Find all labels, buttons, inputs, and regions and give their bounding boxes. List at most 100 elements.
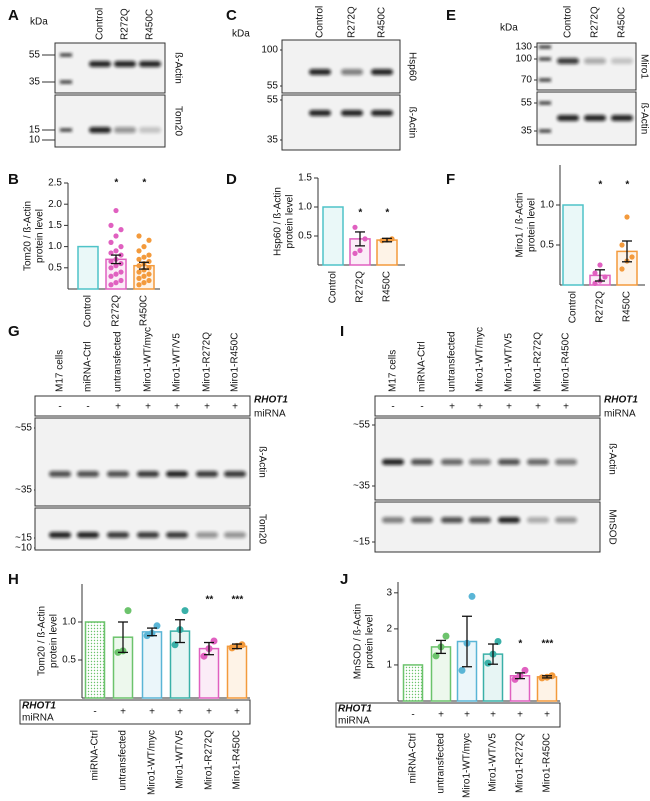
panel-letter: A	[8, 7, 19, 24]
data-point	[494, 638, 502, 645]
y-tick-label: 0.5	[298, 231, 312, 242]
rhot1-label: RHOT1	[604, 395, 638, 406]
lane-label: Control	[95, 8, 106, 40]
blot-label: Hsp60	[406, 52, 417, 81]
band	[309, 110, 331, 116]
band	[196, 532, 218, 538]
y-tick-label: 0.5	[48, 262, 62, 273]
x-tick-label: Miro1-WT/myc	[462, 733, 473, 798]
ladder-band	[60, 80, 72, 84]
sign: +	[234, 707, 240, 718]
sign: -	[93, 707, 96, 718]
data-point	[118, 244, 124, 250]
data-point	[141, 280, 147, 286]
data-point	[484, 659, 492, 667]
x-tick-label: R450C	[382, 271, 393, 302]
data-point	[136, 248, 142, 254]
data-point	[352, 250, 358, 256]
band	[137, 471, 159, 477]
band	[137, 532, 159, 538]
data-point	[108, 282, 114, 288]
band	[555, 517, 577, 523]
data-point	[181, 607, 189, 615]
data-point	[200, 652, 208, 660]
data-point	[597, 262, 603, 268]
lane-label: Control	[315, 6, 326, 38]
lane-label: Miro1-WT/myc	[143, 327, 154, 392]
lane-label: R450C	[145, 9, 156, 40]
bar	[402, 664, 424, 702]
sign: +	[517, 710, 523, 721]
band	[441, 459, 463, 465]
data-point	[108, 265, 114, 271]
lane-label: Miro1-WT/V5	[504, 333, 515, 392]
sign: +	[204, 402, 210, 413]
band	[196, 471, 218, 477]
y-axis-label: Hsp60 / ß-Actin	[273, 187, 284, 256]
lane-label: Miro1-WT/V5	[172, 333, 183, 392]
band	[382, 459, 404, 465]
data-point	[113, 271, 119, 277]
band	[341, 69, 363, 75]
band	[139, 61, 161, 67]
panel-letter: H	[8, 571, 19, 588]
band	[557, 115, 579, 121]
band	[611, 115, 633, 121]
data-point	[113, 207, 119, 214]
lane-label: R272Q	[347, 6, 358, 38]
band	[166, 532, 188, 538]
sign: +	[506, 402, 512, 413]
y-tick-label: 1.0	[298, 202, 312, 213]
marker-label: 10	[29, 135, 41, 146]
bar	[141, 631, 163, 699]
data-point	[124, 607, 132, 615]
marker-label: ~55	[353, 420, 370, 431]
data-point	[108, 258, 114, 265]
x-tick-label: Miro1-WT/myc	[147, 730, 158, 795]
x-tick-label: R272Q	[595, 291, 606, 323]
x-tick-label: miRNA-Ctrl	[408, 733, 419, 784]
band	[371, 69, 393, 75]
sign: +	[206, 707, 212, 718]
band	[114, 61, 136, 67]
lane-label: Miro1-R272Q	[202, 332, 213, 392]
band	[309, 69, 331, 75]
data-point	[238, 641, 246, 649]
sign: +	[438, 710, 444, 721]
sign-row	[34, 395, 251, 417]
significance: *	[518, 639, 523, 650]
band	[107, 532, 129, 538]
data-point	[113, 263, 119, 269]
data-point	[141, 254, 147, 260]
band	[371, 110, 393, 116]
band	[49, 532, 71, 538]
sign: +	[115, 402, 121, 413]
data-point	[146, 271, 152, 277]
data-point	[136, 282, 142, 288]
blot-label: ß-Actin	[606, 443, 617, 475]
blot-label: MnSOD	[606, 509, 617, 545]
ladder-band	[539, 129, 551, 133]
marker-label: 100	[515, 54, 532, 65]
significance: ***	[541, 639, 554, 650]
data-point	[146, 258, 152, 265]
band	[77, 532, 99, 538]
x-tick-label: miRNA-Ctrl	[90, 730, 101, 781]
x-tick-label: untransfected	[436, 733, 447, 794]
marker-label: 100	[261, 45, 278, 56]
sign-row	[19, 699, 251, 725]
marker-label: 35	[267, 135, 279, 146]
blot	[54, 42, 166, 94]
x-tick-label: R272Q	[355, 271, 366, 303]
blot	[281, 39, 401, 94]
band	[498, 459, 520, 465]
data-point	[141, 273, 147, 279]
panel-letter: G	[8, 323, 20, 340]
y-tick-label: 0.5	[540, 240, 554, 251]
data-point	[108, 273, 114, 279]
marker-label: 15	[29, 125, 41, 136]
ladder-band	[60, 53, 72, 57]
lane-label: Control	[563, 6, 574, 38]
band	[469, 459, 491, 465]
